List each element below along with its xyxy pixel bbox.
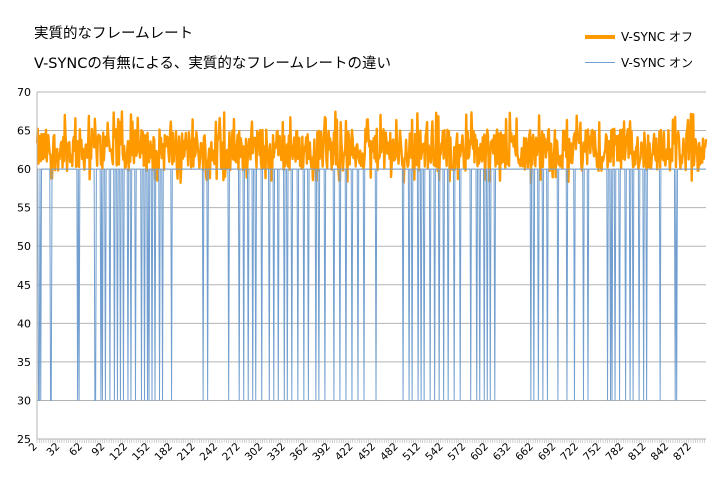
y-tick-label: 55 [17, 202, 31, 215]
y-tick-label: 25 [17, 433, 31, 446]
x-tick-label: 512 [401, 441, 424, 464]
chart-title: 実質的なフレームレート [34, 26, 194, 42]
x-tick-label: 722 [558, 441, 581, 464]
x-tick-label: 482 [378, 441, 401, 464]
x-tick-label: 872 [671, 441, 694, 464]
x-tick-label: 692 [536, 441, 559, 464]
y-tick-label: 35 [17, 356, 31, 369]
x-tick-label: 452 [355, 441, 378, 464]
x-tick-label: 152 [130, 441, 153, 464]
y-tick-label: 50 [17, 240, 31, 253]
x-tick-label: 32 [44, 441, 62, 459]
y-tick-label: 70 [17, 86, 31, 99]
series-layer [35, 110, 708, 401]
legend-swatch-vsync-off [585, 34, 615, 39]
x-tick-label: 362 [288, 441, 311, 464]
chart-subtitle: V-SYNCの有無による、実質的なフレームレートの違い [34, 56, 391, 72]
x-tick-label: 422 [333, 441, 356, 464]
x-tick-label: 572 [446, 441, 469, 464]
x-tick-label: 242 [198, 441, 221, 464]
y-tick-label: 40 [17, 317, 31, 330]
legend-item-vsync-off: V-SYNC オフ [585, 28, 693, 45]
y-tick-label: 65 [17, 125, 31, 138]
legend-item-vsync-on: V-SYNC オン [585, 54, 693, 71]
x-tick-label: 392 [310, 441, 333, 464]
x-tick-label: 182 [153, 441, 176, 464]
x-tick-label: 842 [649, 441, 672, 464]
legend-label-vsync-on: V-SYNC オン [621, 56, 693, 70]
x-tick-label: 752 [581, 441, 604, 464]
x-tick-label: 662 [513, 441, 536, 464]
x-minor-ticks [36, 439, 705, 443]
x-tick-label: 272 [220, 441, 243, 464]
x-tick-label: 122 [107, 441, 130, 464]
x-tick-label: 812 [626, 441, 649, 464]
x-tick-label: 782 [604, 441, 627, 464]
x-tick-label: 92 [90, 441, 108, 459]
series-line-vsync-on [37, 168, 706, 401]
x-tick-label: 212 [175, 441, 198, 464]
x-tick-label: 2 [27, 441, 40, 454]
y-tick-label: 30 [17, 394, 31, 407]
x-tick-label: 62 [67, 441, 85, 459]
x-tick-label: 332 [265, 441, 288, 464]
y-tick-label: 60 [17, 163, 31, 176]
y-tick-label: 45 [17, 279, 31, 292]
legend-label-vsync-off: V-SYNC オフ [621, 30, 693, 44]
x-tick-label: 602 [468, 441, 491, 464]
x-tick-label: 542 [423, 441, 446, 464]
x-tick-label: 302 [243, 441, 266, 464]
legend-swatch-vsync-on [585, 62, 615, 63]
x-tick-label: 632 [491, 441, 514, 464]
series-line-vsync-off [35, 110, 708, 185]
